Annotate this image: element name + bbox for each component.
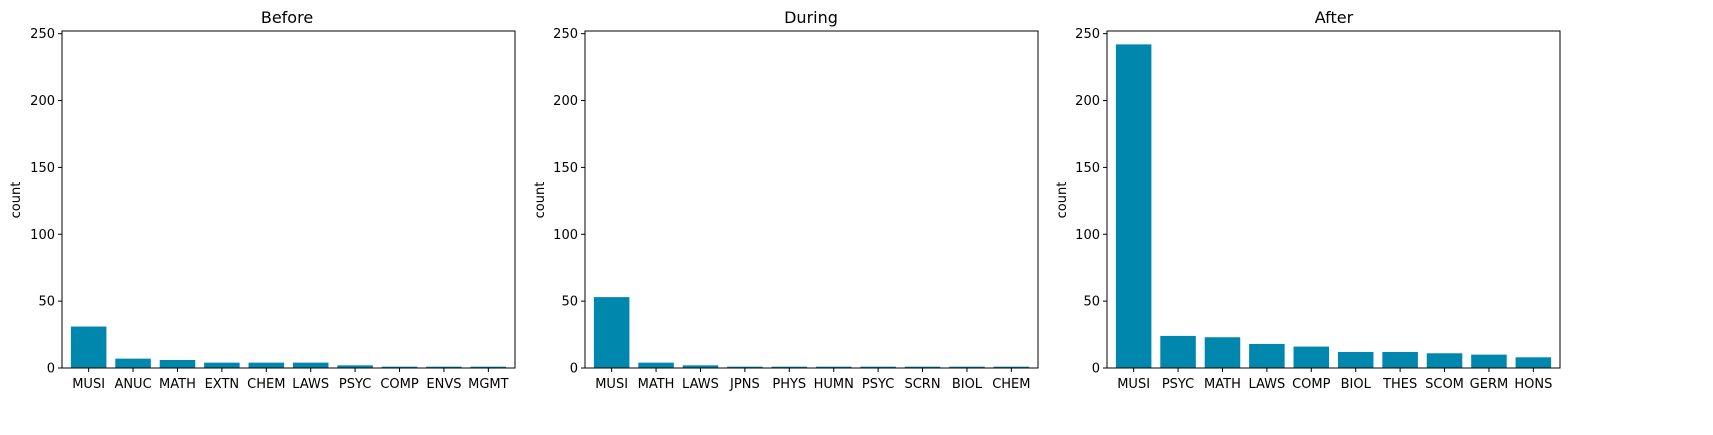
bar-biol	[1337, 351, 1374, 368]
bar-psyc	[1160, 335, 1196, 368]
x-tick-label: CHEM	[992, 377, 1030, 392]
bar-psyc	[337, 365, 373, 368]
x-tick-label: SCRN	[904, 377, 940, 392]
x-tick-label: ANUC	[114, 377, 151, 392]
x-tick-label: MUSI	[1117, 377, 1150, 392]
chart-title: After	[1315, 8, 1354, 27]
bar-chem	[248, 362, 285, 368]
x-tick-label: HUMN	[814, 377, 854, 392]
x-tick-label: COMP	[1292, 377, 1331, 392]
x-tick-label: HONS	[1514, 377, 1552, 392]
y-tick-label: 200	[553, 94, 578, 109]
bar-musi	[593, 297, 630, 368]
x-tick-label: LAWS	[1248, 377, 1285, 392]
y-tick-label: 250	[553, 27, 578, 42]
plot-frame	[584, 30, 1039, 369]
bar-math	[159, 359, 196, 368]
bar-extn	[204, 362, 240, 368]
plot-frame	[61, 30, 516, 369]
y-tick-label: 150	[1075, 161, 1100, 176]
y-tick-label: 100	[30, 228, 55, 243]
x-tick-label: MATH	[159, 377, 196, 392]
x-tick-label: MATH	[638, 377, 675, 392]
bar-math	[638, 362, 674, 368]
x-tick-label: SCOM	[1425, 377, 1464, 392]
y-tick-label: 250	[1075, 27, 1100, 42]
bar-comp	[1293, 346, 1330, 368]
bar-scrn	[904, 366, 941, 368]
x-tick-label: PSYC	[339, 377, 371, 392]
x-tick-label: EXTN	[205, 377, 240, 392]
x-tick-label: JPNS	[729, 377, 760, 392]
y-tick-label: 150	[30, 161, 55, 176]
y-tick-label: 0	[1092, 362, 1100, 377]
y-axis-label: count	[533, 182, 548, 219]
y-tick-label: 150	[553, 161, 578, 176]
x-tick-label: PHYS	[772, 377, 806, 392]
chart-title: During	[784, 8, 838, 27]
x-tick-label: LAWS	[292, 377, 329, 392]
bar-humn	[815, 366, 852, 368]
bar-biol	[949, 366, 985, 368]
x-tick-label: MGMT	[468, 377, 509, 392]
y-tick-label: 50	[561, 295, 578, 310]
bar-musi	[1115, 44, 1152, 369]
y-tick-label: 200	[30, 94, 55, 109]
x-tick-label: PSYC	[862, 377, 894, 392]
panel-during: During count 0 50 100 150 200 250 MUSI MATH LAWS…	[533, 8, 1039, 392]
bar-laws	[682, 365, 719, 368]
panel-after: After count 0 50 100 150 200 250 MUSI PSYC MATH L…	[1055, 8, 1561, 392]
bar-thes	[1382, 351, 1418, 368]
y-tick-label: 0	[570, 362, 578, 377]
y-tick-label: 100	[553, 228, 578, 243]
x-tick-label: CHEM	[247, 377, 285, 392]
y-tick-label: 50	[38, 295, 55, 310]
x-tick-label: BIOL	[952, 377, 983, 392]
bar-anuc	[115, 358, 151, 368]
x-tick-label: MUSI	[72, 377, 105, 392]
x-tick-label: ENVS	[426, 377, 461, 392]
y-tick-label: 50	[1083, 295, 1100, 310]
y-tick-label: 200	[1075, 94, 1100, 109]
y-axis-label: count	[9, 182, 24, 219]
bar-chem	[993, 366, 1030, 368]
y-axis-label: count	[1055, 182, 1070, 219]
bar-musi	[70, 326, 107, 368]
y-tick-label: 100	[1075, 228, 1100, 243]
panel-before: Before count 0 50 100 150 200 250 MUSI ANUC MATH…	[9, 8, 516, 392]
x-tick-label: MATH	[1204, 377, 1241, 392]
bar-scom	[1426, 353, 1463, 368]
plot-frame	[1106, 30, 1561, 369]
bar-math	[1204, 337, 1241, 368]
y-tick-label: 0	[47, 362, 55, 377]
bar-psyc	[860, 366, 896, 368]
bar-envs	[426, 366, 462, 368]
bar-laws	[292, 362, 329, 368]
bar-laws	[1249, 343, 1285, 368]
x-tick-label: PSYC	[1162, 377, 1194, 392]
x-tick-label: THES	[1382, 377, 1417, 392]
x-tick-label: GERM	[1470, 377, 1509, 392]
x-tick-label: MUSI	[595, 377, 628, 392]
y-tick-label: 250	[30, 27, 55, 42]
bar-jpns	[727, 366, 763, 368]
bar-comp	[381, 366, 418, 368]
bar-germ	[1471, 354, 1507, 368]
bar-mgmt	[470, 366, 507, 368]
chart-title: Before	[261, 8, 313, 27]
x-tick-label: COMP	[380, 377, 419, 392]
bar-phys	[771, 366, 808, 368]
x-tick-label: LAWS	[682, 377, 719, 392]
x-tick-label: BIOL	[1341, 377, 1372, 392]
bar-hons	[1515, 357, 1552, 368]
